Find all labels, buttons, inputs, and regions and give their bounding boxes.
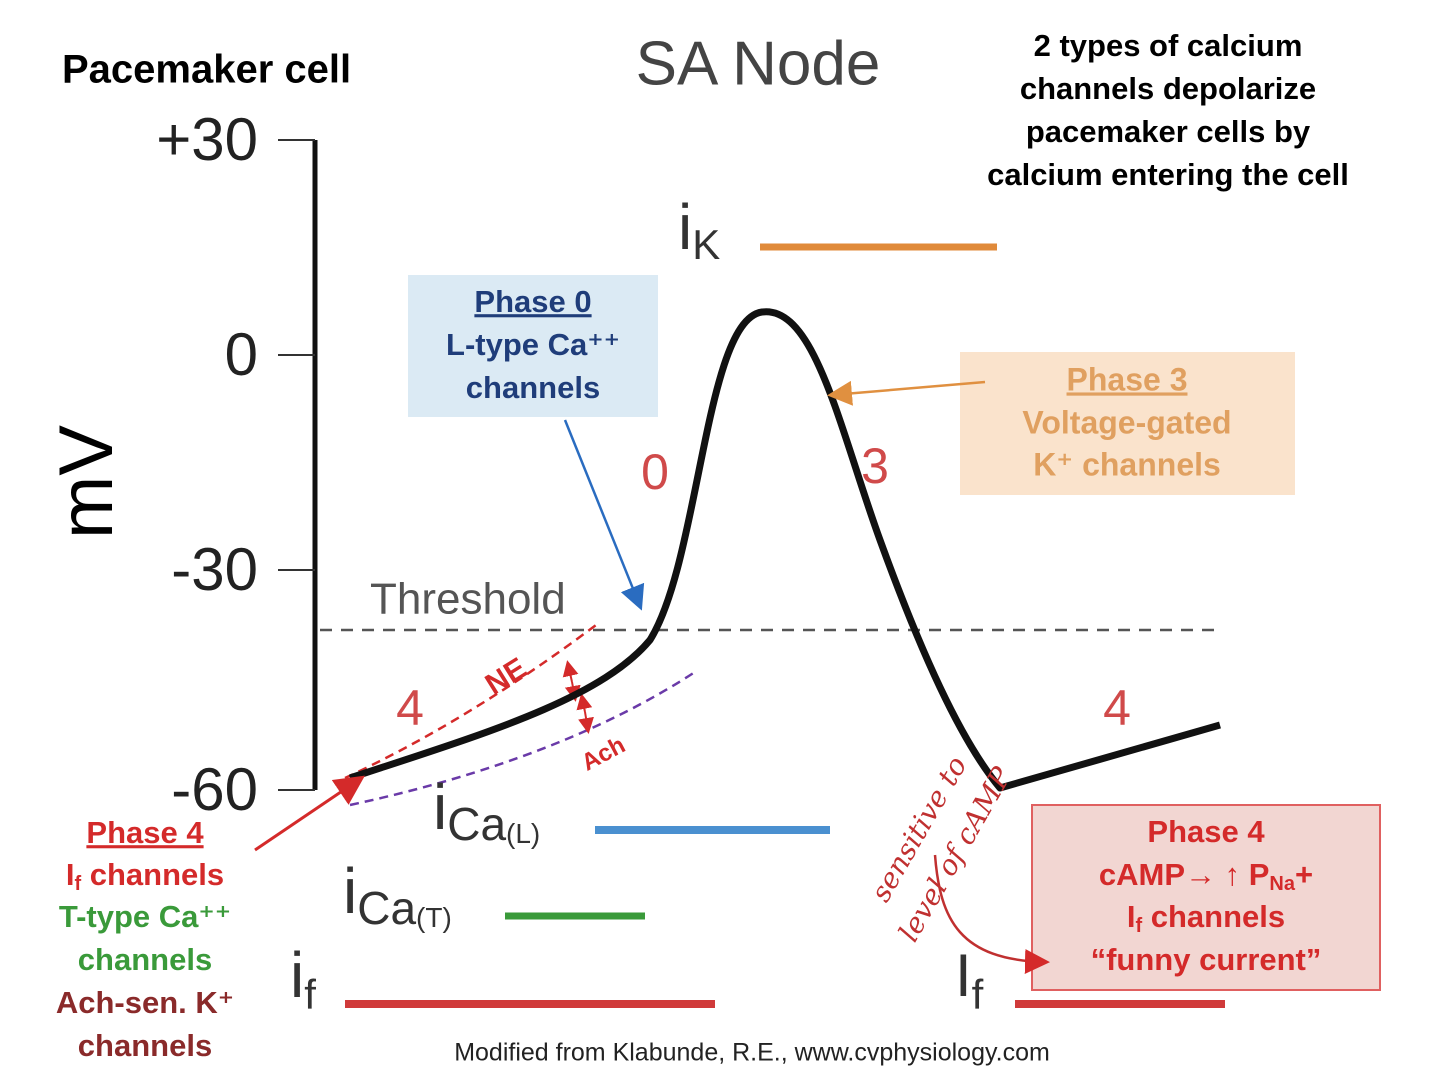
box-title: Phase 4 bbox=[1147, 814, 1265, 849]
phase4-line: T-type Ca⁺⁺ bbox=[59, 899, 231, 934]
qualifier: (T) bbox=[416, 902, 452, 933]
current-label: iCa(L) bbox=[433, 771, 540, 850]
current-label: iCa(T) bbox=[343, 855, 452, 934]
ach-curve bbox=[349, 670, 696, 807]
tick-label: -30 bbox=[171, 536, 258, 603]
text: cAMP→ ↑ P bbox=[1099, 857, 1270, 892]
phase-number: 4 bbox=[1103, 680, 1131, 736]
box-line: channels bbox=[466, 370, 600, 405]
phase4-line: channels bbox=[78, 942, 212, 977]
qualifier: (L) bbox=[506, 818, 540, 849]
credit: Modified from Klabunde, R.E., www.cvphys… bbox=[454, 1039, 1050, 1067]
sub: Na bbox=[1269, 873, 1295, 895]
box-title: Phase 3 bbox=[1067, 361, 1188, 397]
phase4-line: channels bbox=[78, 1028, 212, 1063]
ne-curve bbox=[344, 621, 601, 780]
ne-label: NE bbox=[480, 652, 533, 702]
symbol: i bbox=[343, 855, 357, 927]
sub: f bbox=[1135, 915, 1142, 937]
note-line: channels depolarize bbox=[1020, 71, 1316, 106]
threshold-label: Threshold bbox=[370, 575, 566, 624]
text: channels bbox=[81, 857, 224, 892]
action-potential bbox=[348, 308, 1221, 792]
axis-label: mV bbox=[44, 425, 129, 539]
sub: Ca bbox=[357, 882, 416, 934]
box-line: Voltage-gated bbox=[1022, 404, 1231, 440]
phase4-line: Ach-sen. K⁺ bbox=[56, 985, 234, 1020]
ach-label: Ach bbox=[577, 731, 630, 776]
symbol: I bbox=[66, 857, 75, 892]
phase0-arrow bbox=[563, 419, 645, 611]
box-line: “funny current” bbox=[1091, 942, 1322, 977]
box-line: L-type Ca⁺⁺ bbox=[446, 327, 620, 362]
box-line: If channels bbox=[1127, 899, 1285, 937]
title-center: SA Node bbox=[636, 29, 881, 98]
handwritten-arrow bbox=[933, 854, 1050, 975]
tick-label: -60 bbox=[171, 756, 258, 823]
current-label: If bbox=[955, 942, 984, 1018]
current-label: iK bbox=[678, 191, 720, 268]
note: 2 types of calcium channels depolarize p… bbox=[987, 28, 1349, 192]
symbol: I bbox=[1127, 899, 1136, 934]
note-line: calcium entering the cell bbox=[987, 157, 1349, 192]
title-left: Pacemaker cell bbox=[62, 48, 351, 92]
tick-marks bbox=[278, 139, 315, 791]
tick-label: +30 bbox=[156, 106, 258, 173]
phase4-title: Phase 4 bbox=[86, 815, 204, 850]
box-title: Phase 0 bbox=[474, 284, 591, 319]
phase0-box bbox=[408, 275, 658, 417]
box-line: cAMP→ ↑ PNa+ bbox=[1099, 857, 1313, 895]
sub: f bbox=[74, 873, 81, 895]
note-line: 2 types of calcium bbox=[1034, 28, 1303, 63]
text: channels bbox=[1142, 899, 1285, 934]
ach-arrow bbox=[578, 711, 594, 734]
symbol: i bbox=[678, 191, 692, 263]
box-line: K⁺ channels bbox=[1033, 446, 1221, 482]
sub: Ca bbox=[447, 798, 506, 850]
symbol: i bbox=[290, 939, 304, 1011]
phase4-arrow bbox=[254, 775, 365, 852]
symbol: i bbox=[433, 771, 447, 843]
tick-label: 0 bbox=[225, 321, 258, 388]
sub: K bbox=[692, 221, 720, 268]
ne-arrow bbox=[562, 660, 579, 683]
phase4-line: If channels bbox=[66, 857, 224, 895]
sub: f bbox=[972, 971, 984, 1018]
current-label: if bbox=[290, 939, 316, 1018]
phase3-box bbox=[960, 352, 1295, 495]
phase4-box bbox=[1031, 804, 1381, 991]
text: + bbox=[1295, 857, 1313, 892]
phase-number: 4 bbox=[396, 680, 424, 736]
phase-number: 3 bbox=[861, 438, 889, 494]
note-line: pacemaker cells by bbox=[1026, 114, 1311, 149]
sub: f bbox=[304, 971, 316, 1018]
phase3-arrow bbox=[827, 380, 986, 406]
phase-number: 0 bbox=[641, 444, 669, 500]
ach-arrow bbox=[576, 693, 593, 713]
symbol: I bbox=[955, 942, 972, 1009]
